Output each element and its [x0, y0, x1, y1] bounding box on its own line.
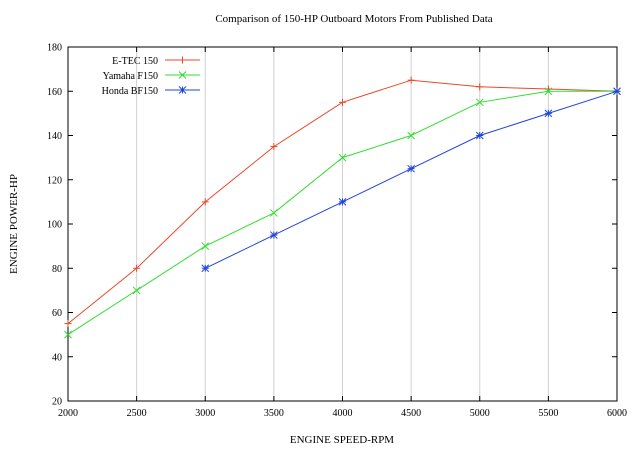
- data-point: [201, 242, 210, 250]
- data-point: [407, 76, 415, 84]
- data-point: [613, 87, 621, 96]
- y-axis: 20 40 60 80 100 120 140 160 180: [47, 43, 617, 408]
- x-tick-label: 4500: [401, 408, 421, 419]
- y-tick-label: 80: [52, 264, 62, 275]
- data-point: [133, 264, 141, 272]
- x-axis-label: ENGINE SPEED-RPM: [290, 434, 394, 446]
- data-point: [64, 320, 72, 328]
- x-tick-label: 5000: [470, 408, 490, 419]
- x-tick-label: 3500: [264, 408, 284, 419]
- legend-label: E-TEC 150: [112, 56, 158, 67]
- x-axis: 2000 2500 3000 3500 4000 4500 5000 5500 6000: [58, 47, 627, 419]
- data-point: [407, 164, 415, 173]
- y-tick-label: 60: [52, 308, 62, 319]
- chart-title: Comparison of 150-HP Outboard Motors Fro…: [215, 13, 492, 25]
- legend-item: Honda BF150: [102, 86, 200, 97]
- data-point: [132, 286, 141, 295]
- y-tick-label: 100: [47, 220, 62, 231]
- data-point: [544, 87, 553, 96]
- data-point: [270, 231, 278, 239]
- x-tick-label: 2500: [127, 408, 147, 419]
- data-point: [475, 98, 484, 107]
- legend-item: E-TEC 150: [112, 56, 200, 67]
- data-point: [201, 198, 209, 206]
- series-layer: [64, 76, 621, 339]
- x-tick-label: 4000: [333, 408, 353, 419]
- x-tick-label: 2000: [58, 408, 78, 419]
- x-tick-label: 5500: [538, 408, 558, 419]
- legend-item: Yamaha F150: [103, 71, 200, 82]
- data-point: [476, 83, 484, 91]
- data-point: [338, 153, 347, 162]
- x-tick-label: 3000: [195, 408, 215, 419]
- legend-label: Honda BF150: [102, 86, 158, 97]
- data-point: [270, 143, 278, 151]
- y-tick-label: 120: [47, 175, 62, 186]
- y-tick-label: 160: [47, 87, 62, 98]
- data-point: [544, 109, 553, 118]
- series-honda-bf150: [201, 87, 621, 273]
- data-point: [475, 131, 484, 140]
- data-point: [339, 98, 346, 106]
- data-point: [201, 264, 210, 273]
- y-axis-label: ENGINE POWER-HP: [8, 174, 20, 274]
- data-point: [64, 330, 72, 339]
- y-tick-label: 20: [52, 397, 62, 408]
- legend-label: Yamaha F150: [103, 71, 158, 82]
- y-tick-label: 40: [52, 352, 62, 363]
- y-tick-label: 180: [47, 43, 62, 54]
- legend-marker: [178, 86, 187, 94]
- legend-marker: [178, 71, 187, 79]
- y-tick-label: 140: [47, 131, 62, 142]
- data-point: [270, 209, 278, 217]
- data-point: [407, 131, 415, 140]
- x-tick-label: 6000: [607, 408, 627, 419]
- grid-lines: [136, 47, 549, 401]
- legend: E-TEC 150 Yamaha F150 Honda BF150: [102, 56, 200, 97]
- legend-marker: [179, 56, 186, 64]
- data-point: [338, 198, 347, 206]
